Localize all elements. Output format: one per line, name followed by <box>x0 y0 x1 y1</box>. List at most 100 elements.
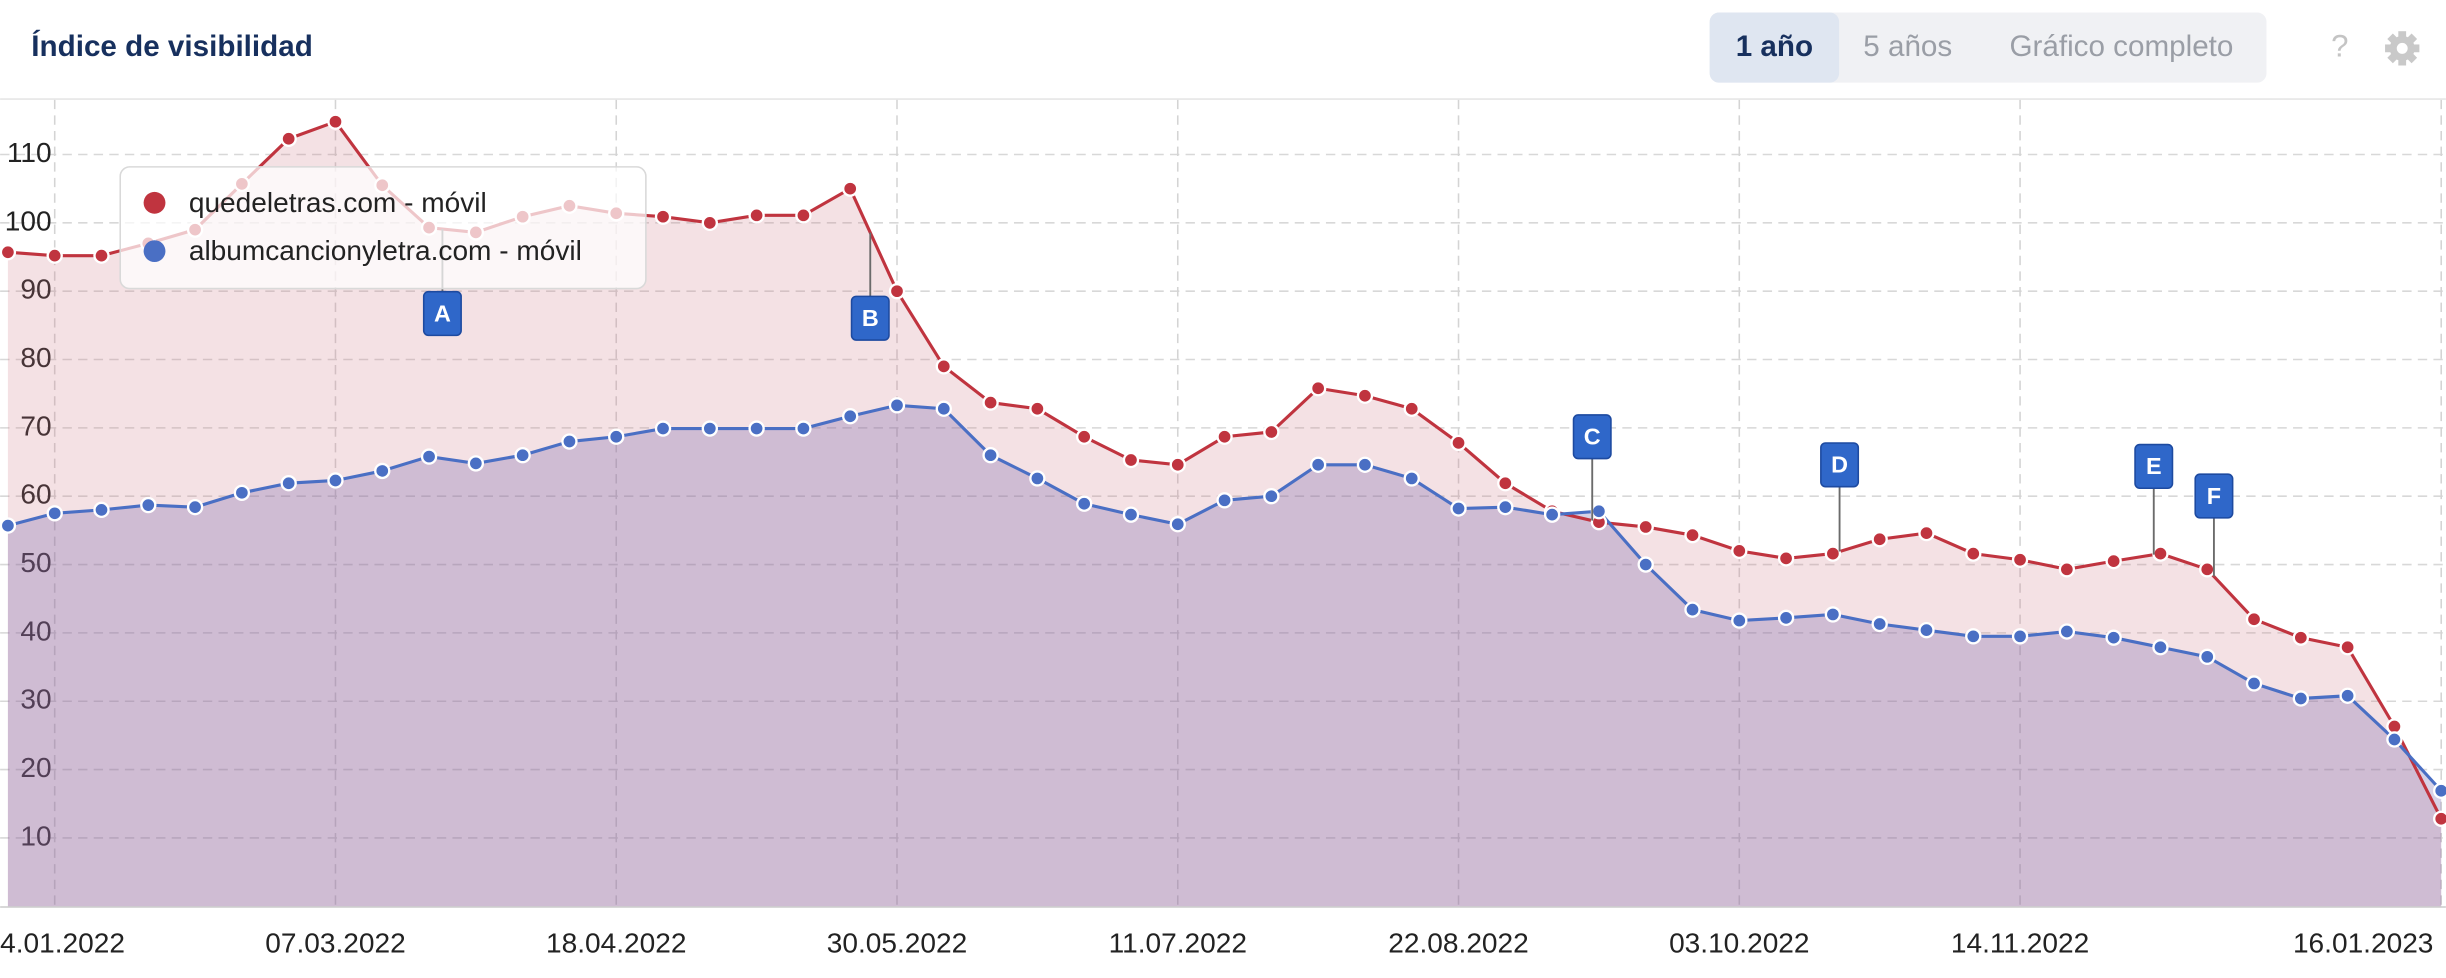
annotation-flag[interactable] <box>1820 442 1860 488</box>
range-button[interactable]: Gráfico completo <box>2009 30 2233 63</box>
point <box>701 214 719 232</box>
x-tick-label: 16.01.2023 <box>2293 928 2433 959</box>
point <box>2386 731 2403 748</box>
point <box>0 517 17 534</box>
point <box>608 428 625 445</box>
point <box>1731 612 1748 629</box>
point <box>1871 531 1888 548</box>
point <box>1637 518 1654 536</box>
point <box>2245 611 2263 628</box>
point <box>1497 498 1514 516</box>
y-tick-label: 20 <box>20 752 51 783</box>
settings-icon[interactable] <box>2385 31 2420 66</box>
range-button[interactable]: 1 año <box>1736 30 1813 63</box>
range-button-bg <box>1709 12 1840 83</box>
point <box>1309 380 1327 397</box>
point <box>795 207 812 224</box>
point <box>140 496 157 514</box>
x-tick-label: 07.03.2022 <box>265 928 405 959</box>
point <box>982 394 999 411</box>
annotation-flag[interactable] <box>850 295 890 341</box>
plot-area: 10 20 30 40 50 60 70 80 90 100 110 24.01.2022 07.03.… <box>0 99 2446 959</box>
point <box>795 420 812 437</box>
annotation-label: B <box>862 305 879 331</box>
point <box>233 484 251 501</box>
point <box>1918 524 1935 542</box>
point <box>467 455 485 472</box>
point <box>46 247 63 264</box>
point <box>93 247 110 264</box>
point <box>2433 782 2446 799</box>
legend-label: quedeletras.com - móvil <box>189 187 487 218</box>
annotation-flag[interactable] <box>422 290 462 337</box>
point <box>561 433 578 450</box>
point <box>1169 456 1186 473</box>
y-tick-label: 30 <box>20 684 51 715</box>
y-tick-label: 50 <box>20 547 51 578</box>
point <box>1122 451 1140 469</box>
point <box>1684 526 1701 544</box>
point <box>1263 423 1280 441</box>
x-tick-label: 18.04.2022 <box>546 928 686 959</box>
point <box>1309 456 1327 473</box>
point <box>1169 516 1186 533</box>
point <box>2245 675 2263 692</box>
x-tick-label: 14.11.2022 <box>1951 928 2089 959</box>
x-tick-label: 22.08.2022 <box>1388 928 1528 959</box>
annotation-label: A <box>434 300 451 326</box>
point <box>2011 551 2029 568</box>
range-switch <box>1709 12 2267 83</box>
point <box>1450 434 1467 452</box>
point <box>327 472 344 489</box>
help-icon[interactable]: ? <box>2331 29 2348 64</box>
y-tick-label: 60 <box>20 479 51 510</box>
y-tick-label: 40 <box>20 615 51 646</box>
annotation-flag[interactable] <box>2134 443 2174 489</box>
point <box>2339 639 2356 656</box>
point <box>1263 488 1280 505</box>
area <box>7 121 2442 907</box>
y-tick-label: 90 <box>20 274 51 305</box>
point <box>2105 629 2122 646</box>
point <box>0 244 17 261</box>
x-tick-label: 30.05.2022 <box>827 928 967 959</box>
point <box>1918 621 1935 639</box>
annotation-label: D <box>1831 452 1848 478</box>
point <box>374 462 391 480</box>
point <box>701 420 719 437</box>
point <box>1403 400 1420 417</box>
annotation-flag[interactable] <box>1572 414 1612 460</box>
point <box>93 501 110 519</box>
point <box>327 113 344 130</box>
range-buttons: 1 año 5 años Gráfico completo <box>1709 12 2233 83</box>
point <box>1122 506 1140 523</box>
point <box>1590 503 1608 520</box>
y-tick-label: 100 <box>5 205 52 236</box>
point <box>1777 550 1795 567</box>
point <box>2292 629 2310 646</box>
point <box>2011 628 2029 645</box>
point <box>1216 428 1233 445</box>
point <box>1965 628 1982 645</box>
point <box>1075 428 1093 445</box>
point <box>1731 542 1748 560</box>
legend-marker <box>143 191 166 214</box>
chart-title: Índice de visibilidad <box>31 29 313 63</box>
point <box>2058 561 2076 578</box>
point <box>935 358 952 375</box>
point <box>186 498 204 516</box>
annotation-flag[interactable] <box>2194 473 2234 519</box>
range-button[interactable]: 5 años <box>1863 30 1952 63</box>
point <box>1824 545 1842 562</box>
y-tick-label: 10 <box>20 820 51 851</box>
point <box>46 505 63 522</box>
legend: quedeletras.com - móvil albumcancionyletr… <box>119 166 647 290</box>
point <box>2433 810 2446 827</box>
point <box>2199 561 2216 578</box>
point <box>1543 506 1561 523</box>
point <box>280 130 297 147</box>
point <box>1029 470 1046 487</box>
point <box>842 408 859 425</box>
point <box>1965 545 1982 562</box>
